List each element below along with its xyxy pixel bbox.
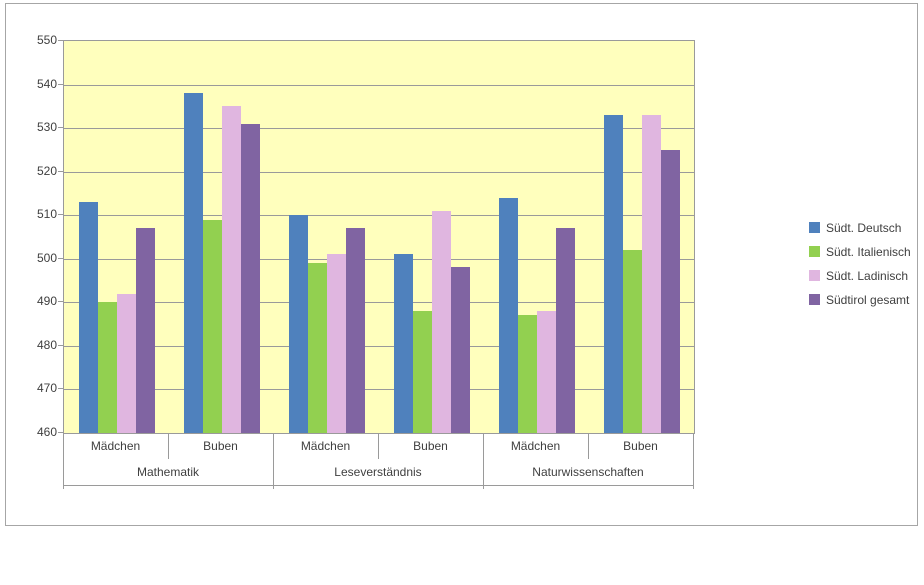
y-axis-tick-label: 460: [36, 425, 57, 439]
x-axis-sub-separator: [168, 433, 169, 459]
y-axis-tick-label: 500: [36, 250, 57, 265]
gridline: [64, 389, 694, 391]
bar-suedt-deutsch-0: [78, 202, 98, 433]
legend-item-suedt-italienisch: Südt. Italienisch: [809, 244, 911, 259]
gridline: [64, 345, 694, 347]
x-axis-group-separator: [483, 433, 484, 489]
bar-suedtirol-gesamt-3: [450, 267, 470, 433]
gridline: [64, 258, 694, 260]
bar-suedtirol-gesamt-0: [135, 228, 155, 433]
y-axis-tick-label: 520: [36, 163, 57, 178]
bar-suedt-ladinisch-0: [116, 293, 136, 433]
bar-suedt-ladinisch-5: [641, 115, 661, 433]
x-axis-sub-separator: [378, 433, 379, 459]
plot-area: [63, 40, 695, 434]
y-axis-tick-mark: [58, 388, 63, 390]
bar-suedt-italienisch-0: [97, 302, 117, 433]
y-axis-tick-label: 470: [36, 381, 57, 396]
y-axis-tick-mark: [58, 344, 63, 346]
legend-item-suedt-ladinisch: Südt. Ladinisch: [809, 268, 911, 283]
bar-suedt-italienisch-2: [307, 263, 327, 433]
x-axis-subcategory-label: Mädchen: [510, 439, 561, 453]
legend-item-suedtirol-gesamt: Südtirol gesamt: [809, 292, 911, 307]
bar-suedt-ladinisch-4: [536, 311, 556, 433]
y-axis-tick-label: 540: [36, 76, 57, 91]
bar-suedt-ladinisch-1: [221, 106, 241, 433]
y-axis-tick-label: 480: [36, 337, 57, 352]
x-axis-subcategory-label: Buben: [203, 439, 238, 453]
y-axis-tick-mark: [58, 301, 63, 303]
gridline: [64, 84, 694, 86]
x-axis-sub-separator: [588, 433, 589, 459]
y-axis-tick-mark: [58, 432, 63, 433]
gridline: [64, 302, 694, 304]
x-axis-group-separator: [63, 433, 64, 489]
bar-suedt-ladinisch-2: [326, 254, 346, 433]
x-axis-group-separator: [693, 433, 694, 489]
bar-suedtirol-gesamt-5: [660, 149, 680, 433]
legend-label: Südt. Deutsch: [826, 220, 902, 235]
bar-suedt-italienisch-5: [622, 250, 642, 433]
legend-item-suedt-deutsch: Südt. Deutsch: [809, 220, 911, 235]
bar-suedt-deutsch-5: [603, 115, 623, 433]
x-axis-group-label: Mathematik: [136, 465, 200, 479]
gridline: [64, 215, 694, 217]
bar-suedt-deutsch-3: [393, 254, 413, 433]
y-axis-tick-mark: [58, 170, 63, 172]
x-axis-subcategory-label: Buben: [623, 439, 658, 453]
y-axis-tick-mark: [58, 40, 63, 41]
x-axis-subcategory-label: Mädchen: [90, 439, 141, 453]
y-axis-tick-label: 550: [36, 33, 57, 47]
bar-suedt-deutsch-2: [288, 215, 308, 433]
y-axis-tick-label: 490: [36, 294, 57, 309]
gridline: [64, 171, 694, 173]
bar-suedtirol-gesamt-2: [345, 228, 365, 433]
y-axis-tick-mark: [58, 83, 63, 85]
bar-suedt-deutsch-1: [183, 93, 203, 433]
legend-label: Südt. Ladinisch: [826, 268, 909, 283]
bar-suedt-deutsch-4: [498, 197, 518, 433]
legend-swatch-suedt-ladinisch: [809, 270, 820, 281]
legend-swatch-suedt-deutsch: [809, 222, 820, 233]
bar-suedt-italienisch-4: [517, 315, 537, 433]
legend-swatch-suedt-italienisch: [809, 246, 820, 257]
x-axis-group-label: Naturwissenschaften: [532, 465, 644, 479]
legend-swatch-suedtirol-gesamt: [809, 294, 820, 305]
gridline: [64, 128, 694, 130]
x-axis-subcategory-label: Buben: [413, 439, 448, 453]
y-axis-tick-mark: [58, 127, 63, 129]
legend-label: Südt. Italienisch: [826, 244, 911, 259]
x-axis-group-separator: [273, 433, 274, 489]
legend: Südt. Deutsch Südt. Italienisch Südt. Ladi…: [809, 220, 911, 316]
bar-suedtirol-gesamt-4: [555, 228, 575, 433]
bar-suedt-ladinisch-3: [431, 210, 451, 433]
legend-label: Südtirol gesamt: [826, 292, 910, 307]
y-axis-tick-mark: [58, 257, 63, 259]
x-axis-subcategory-label: Mädchen: [300, 439, 351, 453]
y-axis-tick-label: 530: [36, 120, 57, 135]
y-axis-tick-label: 510: [36, 207, 57, 222]
bar-suedt-italienisch-1: [202, 219, 222, 433]
x-axis-group-label: Leseverständnis: [334, 465, 422, 479]
bar-suedtirol-gesamt-1: [240, 123, 260, 433]
y-axis-tick-mark: [58, 214, 63, 216]
bar-suedt-italienisch-3: [412, 311, 432, 433]
x-axis-bottom-line: [63, 485, 693, 486]
